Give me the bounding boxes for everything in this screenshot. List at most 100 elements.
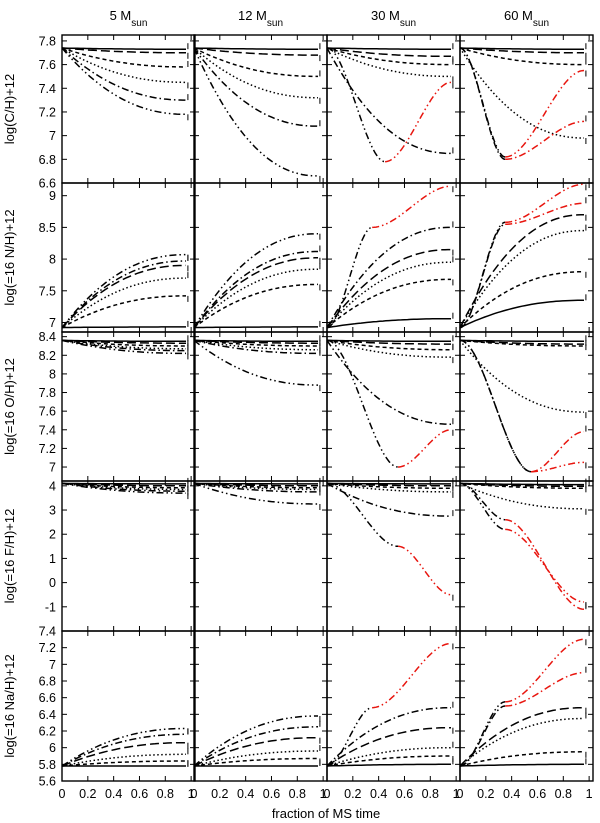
series-dash-dot-dot-OH-m30-red [398, 429, 451, 468]
panels-layer [61, 34, 594, 782]
series-dash-dot-dot-CH-m60 [459, 47, 506, 158]
ytick-label-OH-1: 7.2 [39, 442, 56, 456]
panel-NH-m5 [61, 182, 196, 333]
series-dash-dot-dot-FH-m12 [193, 482, 318, 505]
ytick-label-OH-5: 8 [49, 367, 56, 381]
series-dotted-NH-m30 [326, 261, 451, 329]
xtick-label-m60-1: 0.2 [477, 787, 494, 801]
xtick-label-m30-3: 0.6 [396, 787, 413, 801]
series-solid-CH-m5 [61, 47, 186, 50]
ytick-label-NaH-1: 5.8 [39, 758, 56, 772]
xtick-label-m12-1: 0.2 [211, 787, 228, 801]
ytick-label-OH-2: 7.4 [39, 423, 56, 437]
series-dotted-CH-m60 [459, 47, 584, 139]
series-solid-CH-m12 [193, 47, 318, 50]
series-dash-dot-dot-NH-m5 [61, 253, 187, 329]
ylabel-OH: log(=16 O/H)+12 [2, 358, 17, 455]
series-dash-dot-NH-m12 [193, 250, 318, 329]
panel-OH-m5 [61, 331, 196, 482]
series-dash-dot-dot-NaH-m60-red [505, 638, 585, 703]
series-dashed-NH-m30 [326, 278, 451, 329]
series-dash-dot-OH-m60-red [530, 430, 585, 473]
series-dotted-FH-m30 [326, 482, 451, 493]
xtick-label-m12-3: 0.6 [263, 787, 280, 801]
series-dashed-NH-m12 [193, 283, 319, 329]
xtick-label-m5-5: 1 [188, 787, 195, 801]
panel-frame-CH-m60 [459, 34, 594, 184]
series-dash-dot-dot-OH-m30 [326, 339, 399, 468]
panel-OH-m30 [326, 331, 461, 482]
labels-layer: 6.6 6.8 7 7.2 7.4 7.6 7.8 log(C/H)+12 7 7.5 8 8.5 9 l… [2, 8, 593, 801]
xtick-label-m5-4: 0.8 [157, 787, 174, 801]
series-dash-dot-dot-NH-m30 [326, 226, 373, 329]
xtick-label-m60-3: 0.6 [529, 787, 546, 801]
series-dash-dot-dot-NaH-m60 [459, 701, 506, 767]
series-dash-dot-dot-FH-m60 [459, 482, 506, 531]
column-label-m5: 5 Msun [110, 8, 148, 29]
series-long-dash-NaH-m5 [61, 741, 186, 767]
panel-NH-m12 [193, 182, 328, 333]
series-dashed-CH-m5 [61, 47, 186, 68]
ytick-label-CH-1: 6.8 [39, 153, 56, 167]
ytick-label-FH-1: 0 [49, 576, 56, 590]
series-dash-dot-CH-m12 [193, 47, 319, 127]
series-dash-dot-dot-NaH-m12 [193, 715, 318, 767]
series-dash-dot-FH-m12 [193, 482, 318, 493]
ytick-label-NH-4: 9 [49, 189, 56, 203]
series-dashed-CH-m12 [193, 47, 318, 78]
series-dashed-CH-m60 [459, 47, 584, 66]
xtick-label-m30-1: 0.2 [344, 787, 361, 801]
ytick-label-NaH-4: 6.4 [39, 708, 56, 722]
series-long-dash-NaH-m12 [193, 736, 318, 767]
series-solid-OH-m60 [460, 339, 584, 343]
ytick-label-NaH-3: 6.2 [39, 725, 56, 739]
series-dash-dot-dot-FH-m5 [61, 482, 186, 494]
ytick-label-FH-3: 2 [49, 528, 56, 542]
panel-NaH-m30 [326, 630, 461, 782]
panel-frame-NaH-m60 [459, 630, 594, 782]
ytick-label-CH-4: 7.4 [39, 82, 56, 96]
xtick-label-m30-5: 1 [453, 787, 460, 801]
xtick-label-m5-1: 0.2 [79, 787, 96, 801]
series-dashed-NaH-m12 [193, 757, 318, 767]
xtick-label-m12-4: 0.8 [289, 787, 306, 801]
panel-FH-m12 [193, 477, 328, 632]
ylabel-FH: log(=16 F/H)+12 [2, 509, 17, 604]
ytick-label-NH-2: 8 [49, 253, 56, 267]
series-solid-CH-m30 [326, 47, 451, 50]
series-dash-dot-dot-OH-m60-red [531, 461, 584, 473]
series-dash-dot-dot-NH-m30-red [372, 185, 451, 229]
series-dash-dot-dot-NaH-m5 [61, 727, 186, 767]
panel-frame-NH-m5 [61, 182, 196, 333]
series-long-dash-FH-m30 [326, 482, 451, 487]
panel-frame-FH-m30 [326, 480, 461, 632]
panel-frame-NH-m30 [326, 182, 461, 333]
series-dash-dot-NH-m60-red [505, 202, 584, 225]
series-long-dash-NaH-m60 [459, 706, 584, 767]
series-dash-dot-FH-m60 [459, 482, 506, 521]
xtick-label-m5-0: 0 [59, 787, 66, 801]
ytick-label-FH-0: -1 [45, 600, 56, 614]
xtick-label-m12-2: 0.4 [237, 787, 254, 801]
panel-frame-OH-m60 [459, 331, 594, 482]
series-long-dash-NH-m5 [61, 264, 186, 329]
series-dash-dot-CH-m30 [326, 47, 451, 155]
series-dotted-NaH-m5 [61, 753, 186, 767]
series-long-dash-NaH-m30 [326, 726, 451, 767]
series-dash-dot-CH-m60-red [505, 120, 585, 161]
series-long-dash-CH-m60 [459, 47, 584, 54]
panel-frame-NH-m60 [459, 182, 594, 333]
series-dash-dot-dot-OH-m5 [61, 339, 186, 355]
panel-frame-NaH-m5 [61, 630, 196, 782]
series-solid-NH-m60 [459, 299, 584, 329]
series-dash-dot-NaH-m12 [193, 726, 318, 767]
ytick-label-FH-2: 1 [49, 552, 56, 566]
series-long-dash-FH-m60 [459, 482, 584, 488]
column-label-m60: 60 Msun [504, 8, 549, 29]
ytick-label-NaH-8: 7.2 [39, 641, 56, 655]
series-dashed-NaH-m60 [459, 751, 584, 767]
series-dash-dot-dot-FH-m60-red [505, 528, 585, 603]
xtick-label-m30-2: 0.4 [370, 787, 387, 801]
panel-OH-m60 [459, 331, 594, 482]
